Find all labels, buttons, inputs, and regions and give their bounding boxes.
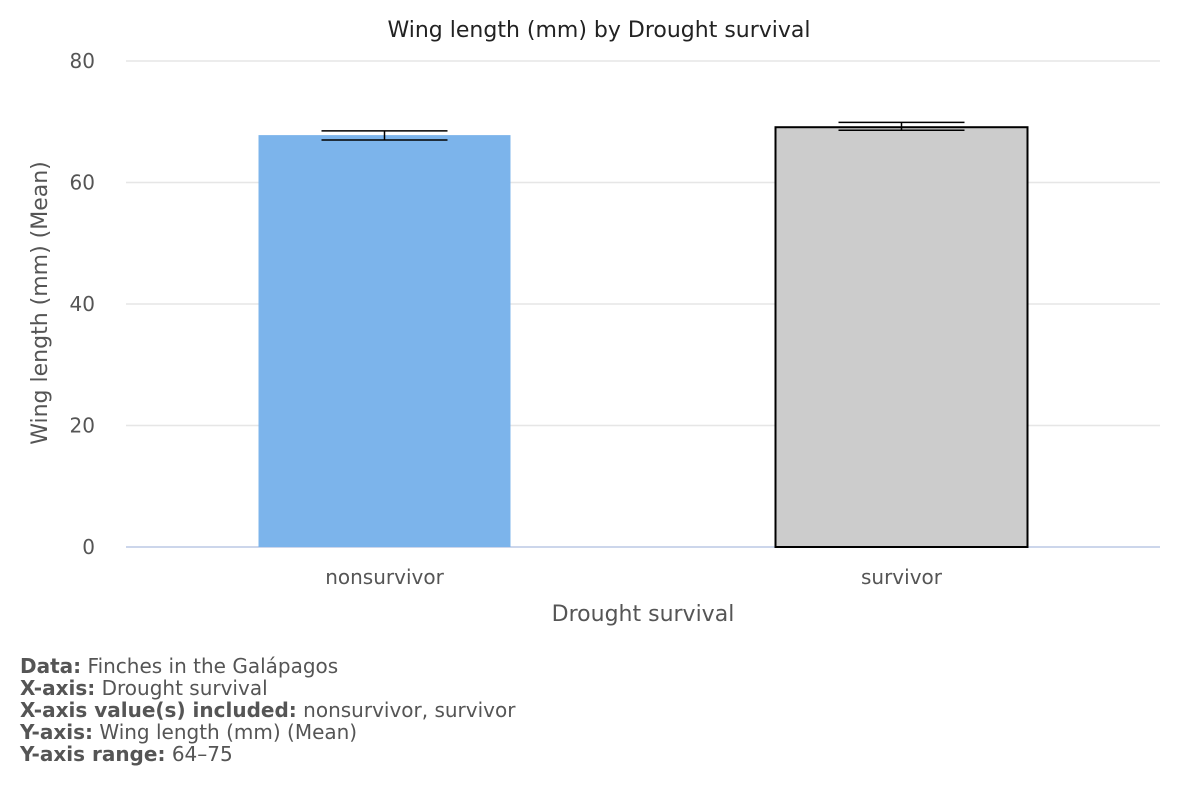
caption-data-value: Finches in the Galápagos [87,654,339,678]
caption-xaxis-label: X-axis: [20,676,96,700]
caption-data-label: Data: [20,654,82,678]
caption-xaxis-value: Drought survival [101,676,268,700]
y-tick-label: 40 [70,292,95,316]
x-tick-labels: nonsurvivor survivor [325,565,943,589]
caption-yaxis-value: Wing length (mm) (Mean) [99,720,358,744]
caption-xincl-row: X-axis value(s) included: nonsurvivor, s… [20,699,515,721]
y-tick-label: 0 [82,535,95,559]
caption-data-row: Data: Finches in the Galápagos [20,655,515,677]
chart-caption: Data: Finches in the Galápagos X-axis: D… [20,655,515,765]
y-tick-label: 80 [70,49,95,73]
caption-yrange-value: 64–75 [171,742,233,766]
x-tick-label-survivor: survivor [861,565,943,589]
y-tick-labels: 0 20 40 60 80 [70,49,95,559]
caption-yrange-row: Y-axis range: 64–75 [20,743,515,765]
x-axis-title: Drought survival [552,602,735,627]
caption-yrange-label: Y-axis range: [20,742,166,766]
y-tick-label: 60 [70,171,95,195]
x-tick-label-nonsurvivor: nonsurvivor [325,565,444,589]
caption-yaxis-label: Y-axis: [20,720,93,744]
bars [258,121,1029,548]
y-axis-title: Wing length (mm) (Mean) [28,161,53,445]
caption-xaxis-row: X-axis: Drought survival [20,677,515,699]
caption-xincl-value: nonsurvivor, survivor [303,698,516,722]
caption-xincl-label: X-axis value(s) included: [20,698,297,722]
bar-nonsurvivor[interactable] [258,135,511,548]
caption-yaxis-row: Y-axis: Wing length (mm) (Mean) [20,721,515,743]
y-tick-label: 20 [70,414,95,438]
chart-title: Wing length (mm) by Drought survival [387,18,810,43]
bar-chart: Wing length (mm) by Drought survival 0 20… [28,18,1160,627]
bar-survivor[interactable] [774,126,1029,548]
